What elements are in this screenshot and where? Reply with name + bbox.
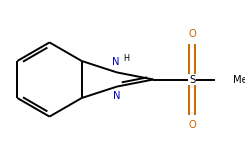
Text: N: N bbox=[113, 91, 121, 101]
Text: O: O bbox=[188, 29, 196, 39]
Text: S: S bbox=[189, 75, 196, 84]
Text: N: N bbox=[112, 57, 120, 67]
Text: Me: Me bbox=[233, 75, 245, 84]
Text: H: H bbox=[123, 54, 129, 63]
Text: O: O bbox=[188, 120, 196, 130]
